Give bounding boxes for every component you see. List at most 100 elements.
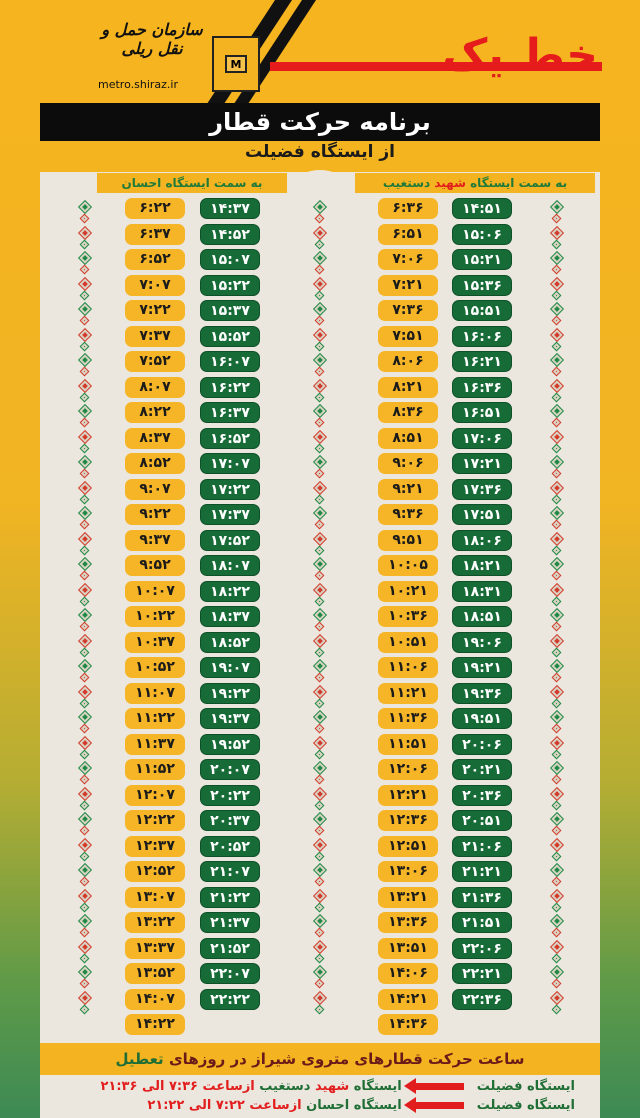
departure-time-dastgheib: ۱۱:۵۱ <box>378 733 438 755</box>
departure-time-dastgheib: ۹:۳۶ <box>378 504 438 525</box>
departure-time-ehsan: ۱۷:۰۷ <box>200 453 260 474</box>
departure-time-ehsan: ۱۰:۵۲ <box>125 657 185 678</box>
departure-time-ehsan: ۱۰:۳۷ <box>125 631 185 653</box>
departure-time-ehsan: ۱۷:۲۲ <box>200 478 260 500</box>
website-link[interactable]: metro.shiraz.ir <box>98 78 178 91</box>
departure-time-dastgheib: ۱۶:۰۶ <box>452 325 512 347</box>
departure-time-ehsan: ۱۱:۳۷ <box>125 733 185 755</box>
departure-time-ehsan: ۱۱:۵۲ <box>125 759 185 780</box>
departure-time-ehsan: ۱۰:۰۷ <box>125 580 185 602</box>
departure-time-dastgheib: ۲۲:۲۱ <box>452 963 512 984</box>
departure-time-ehsan: ۱۹:۳۷ <box>200 708 260 729</box>
metro-logo-icon: M <box>212 36 260 92</box>
departure-time-ehsan: ۱۳:۵۲ <box>125 963 185 984</box>
page-subtitle: از ایستگاه فضیلت <box>245 142 395 162</box>
departure-time-ehsan: ۲۱:۰۷ <box>200 861 260 882</box>
departure-time-ehsan: ۱۴:۲۲ <box>125 1014 185 1035</box>
departure-time-dastgheib: ۱۸:۳۱ <box>452 580 512 602</box>
departure-time-ehsan: ۲۰:۲۲ <box>200 784 260 806</box>
departure-time-dastgheib: ۱۴:۲۱ <box>378 988 438 1010</box>
departure-time-ehsan: ۱۸:۵۲ <box>200 631 260 653</box>
departure-time-ehsan: ۱۴:۵۲ <box>200 223 260 245</box>
departure-time-dastgheib: ۱۹:۰۶ <box>452 631 512 653</box>
departure-time-dastgheib: ۱۲:۵۱ <box>378 835 438 857</box>
departure-time-dastgheib: ۱۰:۰۵ <box>378 555 438 576</box>
holiday-title-text: ساعت حرکت قطارهای متروی شیراز در روزهای <box>168 1050 525 1068</box>
departure-time-ehsan: ۱۶:۰۷ <box>200 351 260 372</box>
departure-time-dastgheib: ۱۲:۳۶ <box>378 810 438 831</box>
panel-notch <box>295 170 345 198</box>
departure-time-dastgheib: ۲۲:۳۶ <box>452 988 512 1010</box>
departure-time-ehsan: ۱۵:۵۲ <box>200 325 260 347</box>
departure-time-dastgheib: ۸:۳۶ <box>378 402 438 423</box>
to-station-suffix: دستغیب <box>259 1079 311 1094</box>
departure-time-dastgheib: ۱۵:۲۱ <box>452 249 512 270</box>
departure-time-dastgheib: ۱۶:۵۱ <box>452 402 512 423</box>
departure-time-dastgheib: ۱۴:۳۶ <box>378 1014 438 1035</box>
departure-time-dastgheib: ۱۳:۰۶ <box>378 861 438 882</box>
arrow-left-icon <box>404 1097 465 1113</box>
departure-time-dastgheib: ۲۱:۳۶ <box>452 886 512 908</box>
departure-time-ehsan: ۱۸:۳۷ <box>200 606 260 627</box>
departure-time-ehsan: ۱۴:۳۷ <box>200 198 260 219</box>
departure-time-ehsan: ۱۷:۵۲ <box>200 529 260 551</box>
departure-time-dastgheib: ۸:۲۱ <box>378 376 438 398</box>
departure-time-dastgheib: ۸:۵۱ <box>378 427 438 449</box>
departure-time-ehsan: ۱۶:۳۷ <box>200 402 260 423</box>
departure-time-ehsan: ۱۳:۳۷ <box>125 937 185 959</box>
departure-time-ehsan: ۸:۰۷ <box>125 376 185 398</box>
departure-time-dastgheib: ۲۰:۵۱ <box>452 810 512 831</box>
departure-time-dastgheib: ۱۳:۳۶ <box>378 912 438 933</box>
departure-time-dastgheib: ۱۰:۳۶ <box>378 606 438 627</box>
departure-time-ehsan: ۹:۳۷ <box>125 529 185 551</box>
departure-time-ehsan: ۷:۲۲ <box>125 300 185 321</box>
departure-time-dastgheib: ۲۱:۲۱ <box>452 861 512 882</box>
departure-time-dastgheib: ۱۶:۳۶ <box>452 376 512 398</box>
direction-highlight: شهید <box>434 176 466 190</box>
departure-time-dastgheib: ۲۱:۰۶ <box>452 835 512 857</box>
departure-time-ehsan: ۱۹:۵۲ <box>200 733 260 755</box>
departure-time-dastgheib: ۲۰:۳۶ <box>452 784 512 806</box>
departure-time-ehsan: ۱۵:۳۷ <box>200 300 260 321</box>
departure-time-dastgheib: ۲۰:۲۱ <box>452 759 512 780</box>
departure-time-dastgheib: ۶:۵۱ <box>378 223 438 245</box>
departure-time-ehsan: ۲۰:۵۲ <box>200 835 260 857</box>
departure-time-dastgheib: ۱۳:۵۱ <box>378 937 438 959</box>
departure-time-ehsan: ۲۱:۲۲ <box>200 886 260 908</box>
departure-time-dastgheib: ۲۲:۰۶ <box>452 937 512 959</box>
departure-time-ehsan: ۱۳:۰۷ <box>125 886 185 908</box>
page-title: برنامه حرکت قطار <box>40 103 600 141</box>
departure-time-dastgheib: ۱۸:۲۱ <box>452 555 512 576</box>
holiday-hours: ازساعت ۷:۲۲ الی ۲۱:۲۲ <box>147 1098 302 1113</box>
departure-time-dastgheib: ۶:۳۶ <box>378 198 438 219</box>
departure-time-dastgheib: ۹:۲۱ <box>378 478 438 500</box>
direction-header-ehsan: به سمت ایستگاه احسان <box>97 173 287 193</box>
holiday-line-ehsan: ایستگاه فضیلت ایستگاه احسان ازساعت ۷:۲۲ … <box>147 1097 575 1113</box>
holiday-hours: ازساعت ۷:۳۶ الی ۲۱:۳۶ <box>100 1079 255 1094</box>
from-station: ایستگاه فضیلت <box>476 1079 575 1094</box>
departure-time-dastgheib: ۱۵:۳۶ <box>452 274 512 296</box>
to-station: ایستگاه احسان <box>306 1098 402 1113</box>
departure-time-dastgheib: ۱۸:۵۱ <box>452 606 512 627</box>
departure-time-dastgheib: ۱۶:۲۱ <box>452 351 512 372</box>
departure-time-dastgheib: ۱۷:۳۶ <box>452 478 512 500</box>
departure-time-dastgheib: ۱۸:۰۶ <box>452 529 512 551</box>
departure-time-ehsan: ۱۲:۰۷ <box>125 784 185 806</box>
departure-time-dastgheib: ۹:۰۶ <box>378 453 438 474</box>
departure-time-dastgheib: ۱۷:۲۱ <box>452 453 512 474</box>
departure-time-ehsan: ۸:۵۲ <box>125 453 185 474</box>
departure-time-ehsan: ۲۱:۵۲ <box>200 937 260 959</box>
departure-time-ehsan: ۱۱:۲۲ <box>125 708 185 729</box>
arrow-left-icon <box>404 1078 465 1094</box>
departure-time-dastgheib: ۱۱:۲۱ <box>378 682 438 704</box>
departure-time-dastgheib: ۱۷:۵۱ <box>452 504 512 525</box>
departure-time-dastgheib: ۷:۳۶ <box>378 300 438 321</box>
departure-time-dastgheib: ۱۲:۲۱ <box>378 784 438 806</box>
departure-time-ehsan: ۹:۲۲ <box>125 504 185 525</box>
departure-time-ehsan: ۶:۳۷ <box>125 223 185 245</box>
departure-time-dastgheib: ۱۵:۵۱ <box>452 300 512 321</box>
direction-suffix: دستغیب <box>382 176 431 190</box>
departure-time-dastgheib: ۷:۲۱ <box>378 274 438 296</box>
departure-time-ehsan: ۱۵:۲۲ <box>200 274 260 296</box>
departure-time-ehsan: ۹:۵۲ <box>125 555 185 576</box>
